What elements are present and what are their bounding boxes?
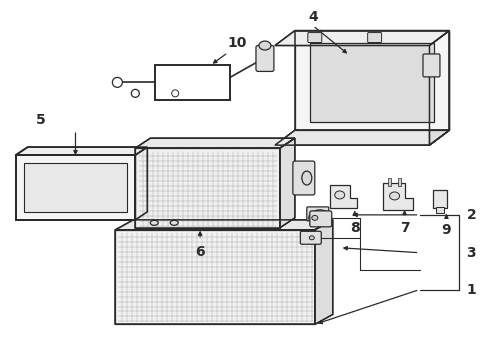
Polygon shape — [429, 31, 449, 145]
Text: 6: 6 — [196, 245, 205, 259]
Bar — [434, 190, 447, 208]
Polygon shape — [383, 183, 413, 210]
Polygon shape — [275, 31, 449, 45]
Bar — [155, 66, 230, 100]
Text: 1: 1 — [466, 283, 476, 297]
Polygon shape — [16, 147, 147, 155]
Ellipse shape — [390, 192, 399, 200]
Polygon shape — [275, 130, 449, 145]
Polygon shape — [16, 155, 135, 220]
Ellipse shape — [259, 41, 271, 50]
Bar — [398, 178, 401, 186]
Polygon shape — [330, 185, 357, 208]
FancyBboxPatch shape — [423, 54, 440, 77]
Polygon shape — [115, 230, 315, 324]
Polygon shape — [295, 31, 449, 130]
FancyBboxPatch shape — [307, 207, 329, 221]
Text: 5: 5 — [36, 113, 46, 127]
Circle shape — [112, 77, 122, 87]
Circle shape — [172, 90, 179, 97]
Text: 8: 8 — [350, 221, 360, 235]
Polygon shape — [280, 138, 295, 228]
Polygon shape — [315, 220, 333, 324]
FancyBboxPatch shape — [368, 32, 382, 42]
Bar — [437, 207, 444, 213]
Polygon shape — [135, 148, 280, 228]
Text: 7: 7 — [400, 221, 409, 235]
FancyBboxPatch shape — [310, 211, 332, 227]
Bar — [388, 178, 391, 186]
Ellipse shape — [150, 220, 158, 225]
FancyBboxPatch shape — [300, 231, 321, 244]
Text: 3: 3 — [466, 246, 476, 260]
Ellipse shape — [312, 215, 318, 220]
FancyBboxPatch shape — [308, 32, 322, 42]
Ellipse shape — [170, 220, 178, 225]
FancyBboxPatch shape — [293, 161, 315, 195]
Ellipse shape — [309, 210, 331, 226]
Ellipse shape — [335, 191, 345, 199]
Polygon shape — [115, 220, 333, 230]
Ellipse shape — [302, 171, 312, 185]
Ellipse shape — [309, 236, 314, 240]
Circle shape — [131, 89, 139, 97]
Polygon shape — [135, 138, 295, 148]
Text: 2: 2 — [466, 208, 476, 222]
Polygon shape — [135, 147, 147, 220]
Bar — [24, 163, 127, 212]
Bar — [310, 42, 435, 122]
Text: 9: 9 — [441, 223, 451, 237]
Text: 10: 10 — [227, 36, 246, 50]
Text: 4: 4 — [308, 10, 318, 24]
FancyBboxPatch shape — [256, 45, 274, 71]
